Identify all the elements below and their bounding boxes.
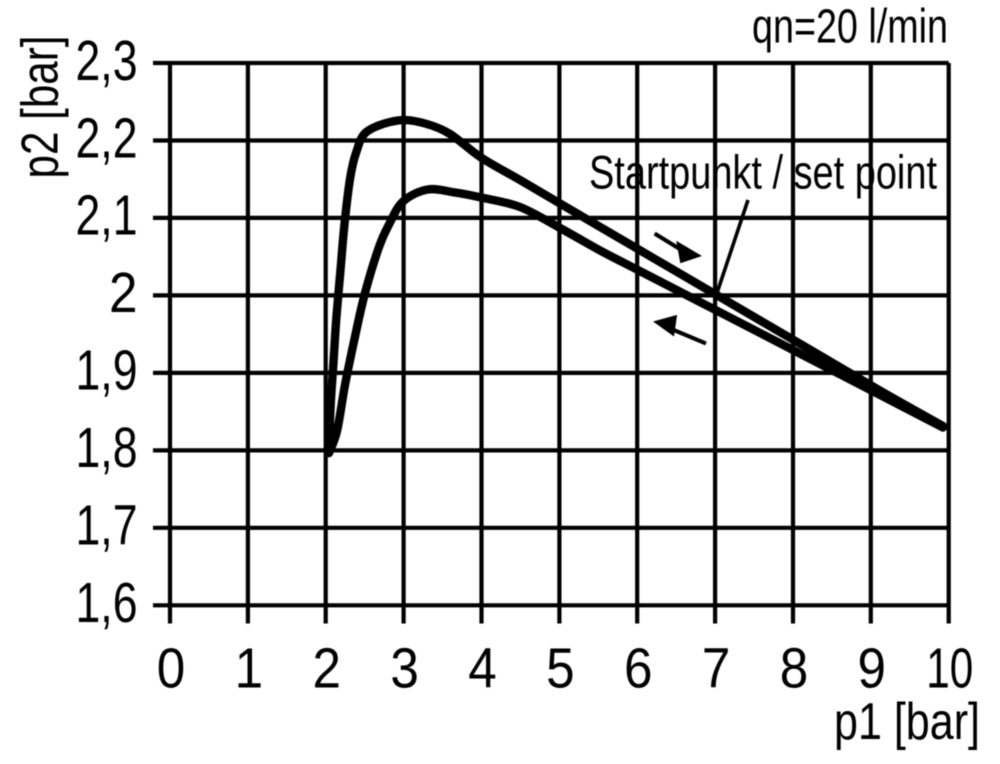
- svg-text:0: 0: [157, 637, 186, 701]
- svg-text:6: 6: [624, 637, 653, 701]
- svg-text:1,7: 1,7: [76, 494, 138, 558]
- svg-text:1,8: 1,8: [76, 416, 138, 480]
- svg-text:2: 2: [312, 637, 341, 701]
- svg-text:p2 [bar]: p2 [bar]: [12, 36, 70, 179]
- svg-text:Startpunkt / set point: Startpunkt / set point: [589, 145, 937, 198]
- svg-text:2,1: 2,1: [76, 184, 138, 248]
- svg-text:1,9: 1,9: [76, 339, 138, 403]
- svg-text:10: 10: [926, 637, 973, 701]
- svg-text:4: 4: [468, 637, 497, 701]
- svg-text:5: 5: [546, 637, 575, 701]
- svg-text:7: 7: [702, 637, 731, 701]
- svg-text:2: 2: [109, 261, 138, 325]
- svg-text:1: 1: [235, 637, 264, 701]
- svg-text:8: 8: [780, 637, 809, 701]
- svg-text:2,3: 2,3: [76, 29, 138, 93]
- svg-text:9: 9: [858, 637, 887, 701]
- svg-text:qn=20 l/min: qn=20 l/min: [752, 1, 948, 54]
- svg-text:1,6: 1,6: [76, 571, 138, 635]
- svg-text:3: 3: [390, 637, 419, 701]
- svg-text:p1 [bar]: p1 [bar]: [834, 693, 980, 751]
- svg-text:2,2: 2,2: [76, 106, 138, 170]
